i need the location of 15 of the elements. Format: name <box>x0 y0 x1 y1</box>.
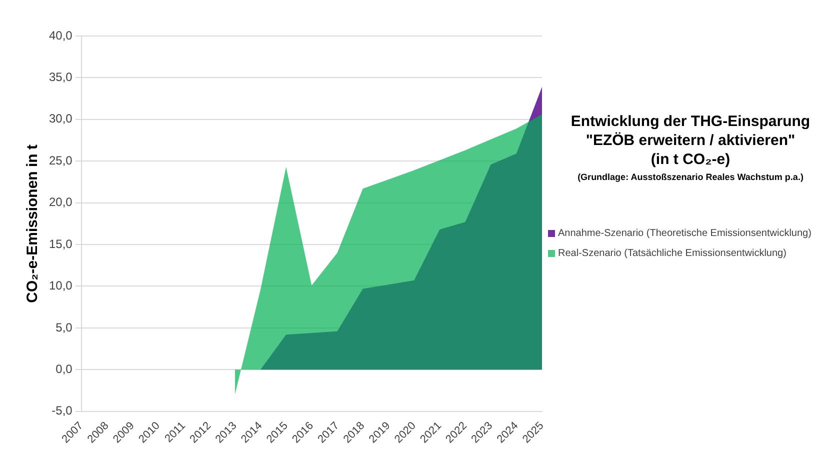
y-tick-label: 15,0 <box>48 236 73 251</box>
text: (Grundlage: Ausstoßszenario Reales Wachstum p.a.) <box>576 172 804 182</box>
y-tick-label: 0,0 <box>56 362 73 376</box>
y-tick-label: 30,0 <box>48 112 73 126</box>
legend-label: Annahme-Szenario (Theoretische Emissionsentwicklung) <box>558 228 812 239</box>
y-tick-label: 20,0 <box>48 195 73 210</box>
y-tick-label: 5,0 <box>56 320 73 334</box>
y-tick-label: 40,0 <box>48 28 73 42</box>
y-axis-title: CO₂-e-Emissionen in t <box>24 144 42 303</box>
y-tick-label: -5,0 <box>52 404 73 418</box>
y-tick-label: 35,0 <box>48 70 73 84</box>
legend-label: Real-Szenario (Tatsächliche Emissionsentwicklung) <box>558 248 786 259</box>
y-tick-label: 25,0 <box>48 153 73 168</box>
y-tick-label: 10,0 <box>48 278 73 293</box>
text: Entwicklung der THG-Einsparung "EZÖB erweitern / aktivieren" (in t CO₂-e) <box>570 112 812 169</box>
